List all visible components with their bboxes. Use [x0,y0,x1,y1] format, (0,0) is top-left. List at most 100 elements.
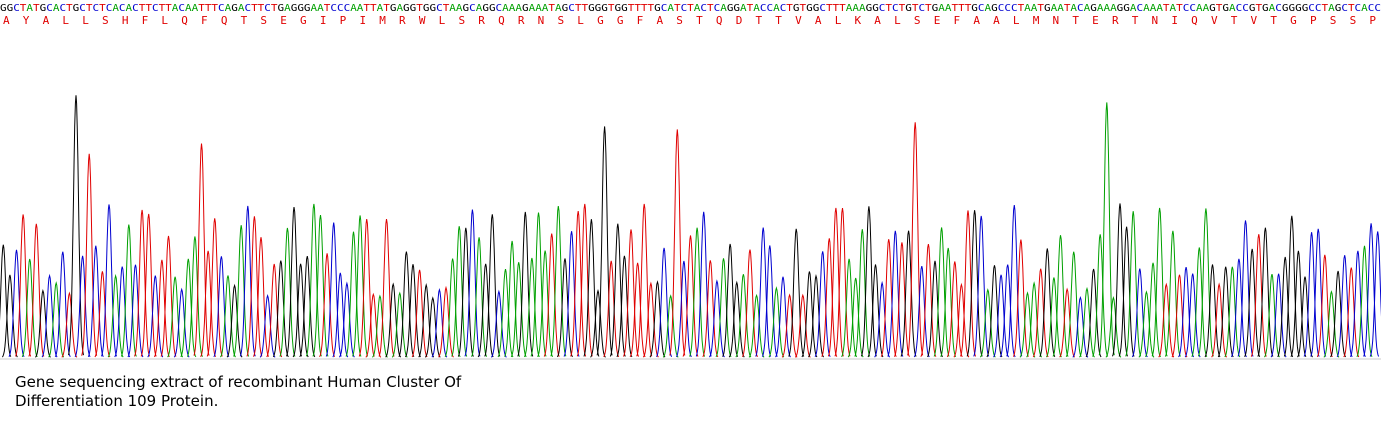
trace-peak [358,219,375,357]
trace-peak [167,276,184,358]
trace-peak [391,291,408,358]
trace-peak [913,265,930,358]
trace-peak [1349,250,1366,358]
trace-peak [1336,255,1353,358]
trace-peak [563,231,580,357]
trace-peak [1045,277,1062,358]
trace-peak [1217,266,1234,358]
trace-peak [1145,262,1162,358]
trace-peak [259,294,276,358]
trace-peak [860,206,877,357]
trace-peak [1230,258,1247,358]
trace-peak [675,260,692,358]
trace-peak [1065,251,1082,358]
trace-peak [537,250,554,358]
trace-peak [662,294,679,358]
trace-peak [1250,234,1267,357]
trace-peak [827,207,844,357]
trace-peak [266,263,283,358]
trace-peak [1343,267,1360,358]
trace-peak [0,244,12,357]
trace-peak [226,283,243,358]
trace-peak [74,255,91,358]
trace-peak [1131,268,1148,358]
trace-peak [1369,231,1381,357]
trace-peak [708,279,725,358]
trace-peak [695,211,712,357]
trace-peak [1039,248,1056,358]
trace-peak [312,215,329,357]
trace-peak [927,260,943,358]
trace-peak [583,219,600,357]
trace-peak [887,230,904,357]
trace-peak [299,255,316,358]
trace-peak [834,208,851,357]
trace-peak [365,292,382,358]
trace-peak [8,249,25,358]
trace-peak [550,206,567,357]
trace-peak [1125,211,1142,357]
trace-peak [338,281,355,358]
trace-peak [213,256,230,358]
trace-peak [874,280,891,358]
trace-peak [332,272,349,358]
trace-peak [160,235,177,357]
trace-peak [590,288,606,358]
trace-peak [761,245,778,357]
trace-peak [920,244,937,357]
trace-peak [1098,102,1115,356]
trace-peak [748,293,765,358]
trace-peak [54,251,71,358]
trace-peak [649,280,666,358]
base-sequence: GGCTATGCACTGCTCTCACACTTCTTACAATTTCAGACTT… [0,3,1381,14]
trace-peak [1059,287,1076,358]
trace-peak [497,268,514,358]
trace-peak [1310,228,1327,357]
trace-peak [114,266,131,358]
trace-peak [960,210,977,357]
trace-peak [87,245,104,357]
trace-peak [140,213,157,357]
trace-peak [1323,290,1340,358]
trace-peak [999,264,1016,358]
trace-peak [246,216,263,357]
trace-peak [735,274,752,358]
trace-peak [444,258,461,358]
trace-peak [768,286,785,358]
trace-peak [1277,256,1294,358]
trace-peak [973,215,990,357]
trace-peak [510,262,527,358]
trace-peak [1138,290,1155,358]
trace-peak [200,250,217,358]
trace-peak [1303,232,1320,357]
trace-peak [464,209,481,357]
trace-peak [153,259,170,358]
trace-peak [993,274,1010,358]
trace-peak [398,251,415,358]
trace-peak [107,273,124,358]
trace-peak [596,126,613,356]
trace-peak [28,223,45,357]
trace-peak [1244,248,1261,358]
trace-peak [305,203,322,357]
trace-peak [15,214,32,357]
trace-peak [1224,266,1241,358]
trace-peak [1118,226,1135,357]
trace-peak [120,224,137,357]
caption-line: Gene sequencing extract of recombinant H… [15,373,462,391]
trace-peak [893,242,910,357]
trace-peak [841,258,858,358]
trace-peak [61,291,78,358]
trace-peak [616,255,633,358]
trace-peak [1151,207,1168,357]
trace-peak [127,264,144,358]
trace-peak [953,282,970,358]
trace-peak [1112,203,1128,357]
trace-peak [68,95,84,356]
trace-peak [411,269,428,358]
trace-peak [1006,205,1023,357]
trace-peak [794,293,811,358]
trace-peak [722,243,739,357]
trace-peak [48,281,65,358]
